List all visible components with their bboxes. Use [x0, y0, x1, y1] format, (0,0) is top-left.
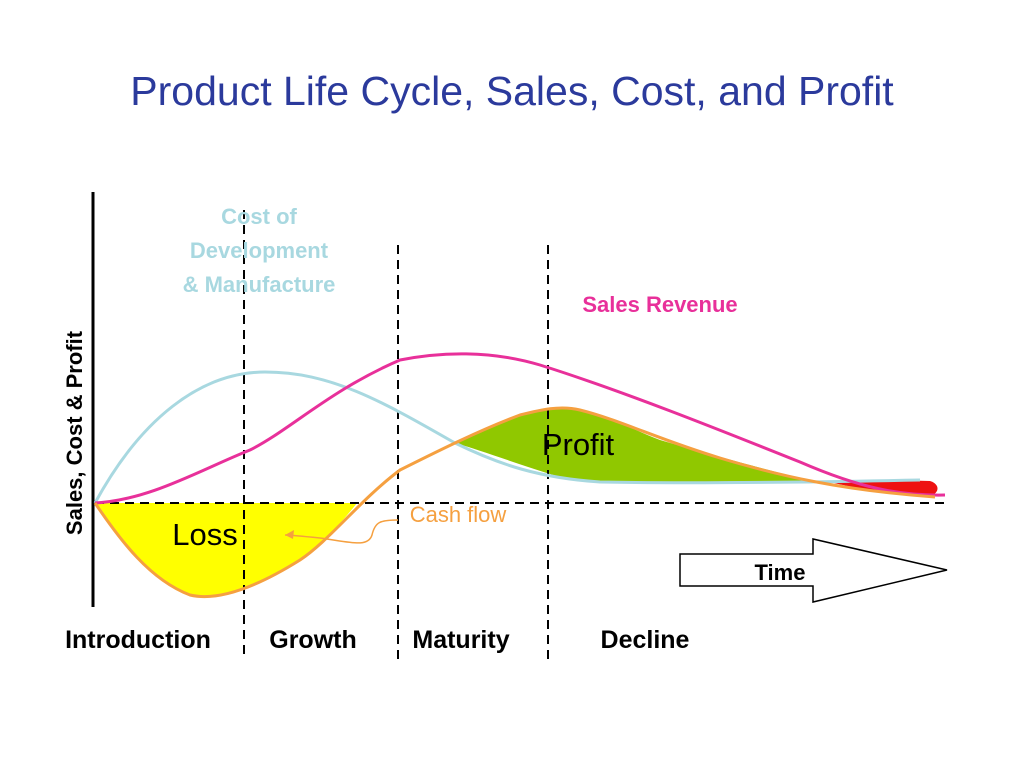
- loss-label: Loss: [172, 517, 237, 552]
- slide-title: Product Life Cycle, Sales, Cost, and Pro…: [130, 68, 894, 114]
- stage-maturity: Maturity: [412, 626, 509, 654]
- time-arrow: [679, 538, 948, 603]
- cash-flow-curve: [93, 406, 936, 599]
- stage-decline: Decline: [601, 626, 690, 654]
- stage-introduction: Introduction: [65, 626, 211, 654]
- profit-area: [455, 408, 810, 483]
- cash-flow-arrowhead: [285, 530, 294, 539]
- profit-label: Profit: [542, 427, 615, 462]
- cash-flow-label: Cash flow: [410, 502, 507, 527]
- cash-flow-pointer: [284, 519, 399, 544]
- cost-label-line2: Development: [190, 238, 329, 263]
- cost-label-line1: Cost of: [221, 204, 297, 229]
- cost-label-line3: & Manufacture: [183, 272, 336, 297]
- y-axis-label: Sales, Cost & Profit: [62, 330, 87, 535]
- stage-growth: Growth: [269, 626, 357, 654]
- loss-area: [95, 503, 357, 597]
- time-label: Time: [755, 560, 806, 585]
- sales-revenue-label: Sales Revenue: [582, 292, 737, 317]
- sales-revenue-curve: [94, 352, 946, 505]
